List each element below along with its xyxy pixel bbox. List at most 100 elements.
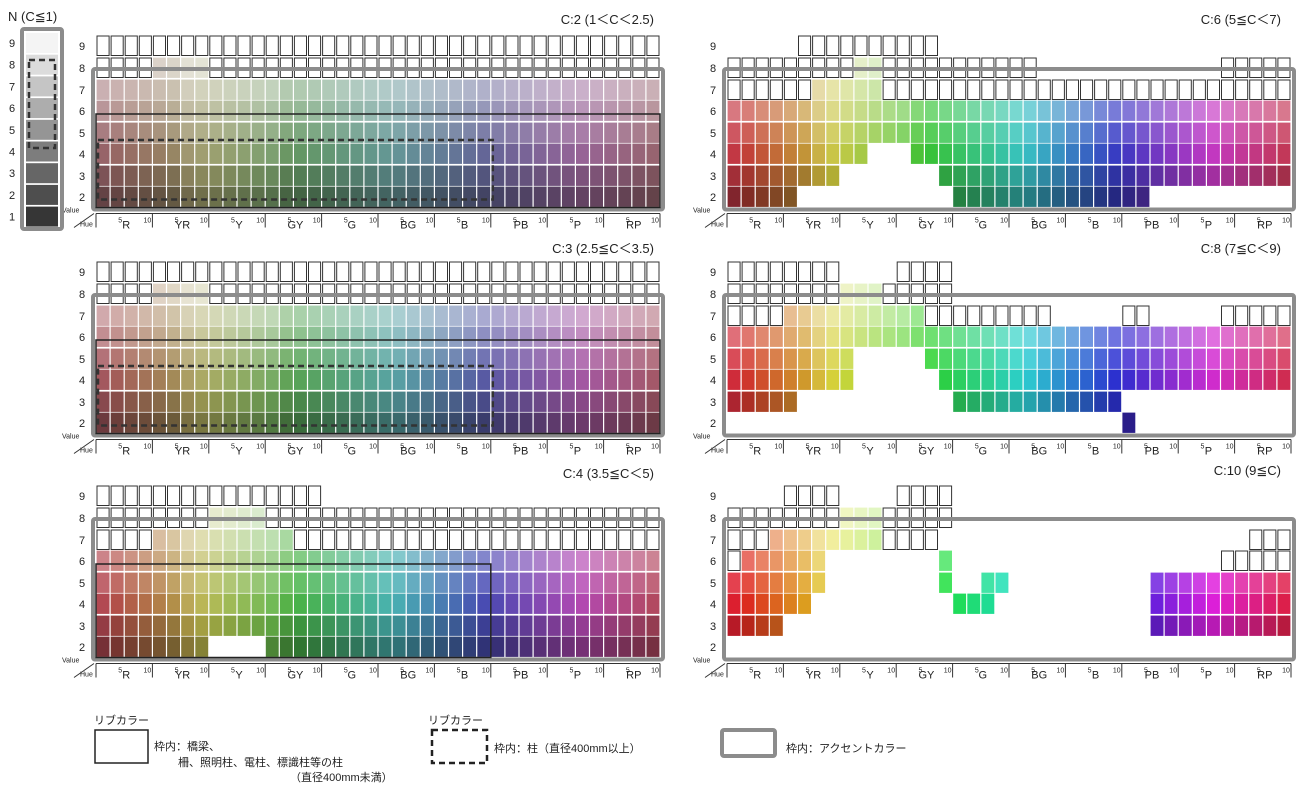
color-chip xyxy=(576,348,589,369)
neutral-chip xyxy=(26,98,58,119)
color-chip xyxy=(153,122,166,143)
color-chip xyxy=(294,165,307,186)
color-chip xyxy=(519,636,533,657)
color-chip xyxy=(223,186,237,207)
empty-chip xyxy=(195,485,209,506)
color-chip xyxy=(350,305,364,326)
color-chip xyxy=(784,143,797,164)
empty-chip xyxy=(124,529,138,550)
empty-chip xyxy=(953,305,967,326)
color-chip xyxy=(604,348,618,369)
color-chip xyxy=(138,550,152,571)
hue-tick-5: 5 xyxy=(513,218,517,225)
color-chip xyxy=(1235,143,1249,164)
hue-tick-5: 5 xyxy=(175,218,179,225)
legend-dashed-box xyxy=(430,728,489,765)
color-chip xyxy=(378,186,392,207)
color-chip xyxy=(953,143,967,164)
empty-chip xyxy=(491,35,505,56)
color-chip xyxy=(167,412,180,433)
color-chip xyxy=(265,572,279,593)
color-chip xyxy=(576,369,589,390)
color-chip xyxy=(590,122,603,143)
color-chip xyxy=(110,348,124,369)
empty-chip xyxy=(209,485,223,506)
hue-tick-10: 10 xyxy=(144,668,152,675)
color-chip xyxy=(209,529,223,550)
color-chip xyxy=(604,79,618,100)
hue-tick-5: 5 xyxy=(1200,218,1204,225)
color-chip xyxy=(826,369,840,390)
color-chip xyxy=(463,412,477,433)
color-chip xyxy=(1051,348,1065,369)
color-chip xyxy=(604,572,618,593)
color-chip xyxy=(1136,165,1150,186)
color-chip xyxy=(981,165,995,186)
color-chip xyxy=(519,100,533,121)
color-chip xyxy=(561,79,575,100)
empty-chip xyxy=(477,261,491,282)
accent-frame xyxy=(722,517,1296,662)
color-chip xyxy=(632,369,646,390)
color-chip xyxy=(209,100,223,121)
hue-group-label: B xyxy=(1092,670,1099,682)
empty-chip xyxy=(547,35,561,56)
color-chip xyxy=(561,186,575,207)
color-chip xyxy=(181,636,195,657)
color-chip xyxy=(755,593,769,614)
color-chip xyxy=(350,122,364,143)
color-chip xyxy=(1108,369,1122,390)
color-chip xyxy=(392,615,406,636)
color-chip xyxy=(784,593,797,614)
empty-chip xyxy=(924,485,939,506)
hue-group-label: YR xyxy=(175,670,190,682)
color-chip xyxy=(1080,143,1093,164)
color-chip xyxy=(153,100,166,121)
hue-group-label: B xyxy=(461,220,468,232)
hue-group-label: R xyxy=(122,220,130,232)
color-chip xyxy=(547,79,561,100)
empty-chip xyxy=(420,35,434,56)
color-chip xyxy=(590,305,603,326)
value-label: 6 xyxy=(710,556,716,568)
empty-chip xyxy=(491,261,505,282)
color-chip xyxy=(1207,100,1220,121)
value-label: 8 xyxy=(710,513,716,525)
color-chip xyxy=(981,391,995,412)
color-chip xyxy=(322,412,336,433)
color-chip xyxy=(519,186,533,207)
color-chip xyxy=(1263,143,1277,164)
empty-chip xyxy=(604,261,618,282)
color-chip xyxy=(1249,143,1263,164)
hue-tick-10: 10 xyxy=(256,218,264,225)
color-chip xyxy=(449,412,462,433)
color-chip xyxy=(618,122,632,143)
hue-tick-5: 5 xyxy=(749,218,753,225)
axis-diagonal xyxy=(704,213,726,228)
color-chip xyxy=(910,143,924,164)
color-chip xyxy=(741,186,755,207)
color-chip xyxy=(505,572,519,593)
color-chip xyxy=(576,186,589,207)
color-chip xyxy=(420,572,434,593)
value-label: 7 xyxy=(79,311,85,323)
color-chip xyxy=(784,305,797,326)
color-chip xyxy=(1023,326,1037,347)
value-label: 9 xyxy=(710,267,716,279)
color-chip xyxy=(939,369,952,390)
hue-tick-10: 10 xyxy=(831,218,839,225)
empty-chip xyxy=(308,35,322,56)
color-chip xyxy=(854,143,868,164)
hue-tick-5: 5 xyxy=(513,668,517,675)
color-chip xyxy=(1221,369,1234,390)
empty-chip xyxy=(1221,550,1235,571)
color-chip xyxy=(769,529,783,550)
color-chip xyxy=(435,326,448,347)
color-chip xyxy=(153,305,166,326)
color-chip xyxy=(124,165,138,186)
color-chip xyxy=(727,122,741,143)
color-chip xyxy=(727,143,741,164)
color-chip xyxy=(138,348,152,369)
value-label: 7 xyxy=(710,85,716,97)
color-chip xyxy=(590,572,603,593)
